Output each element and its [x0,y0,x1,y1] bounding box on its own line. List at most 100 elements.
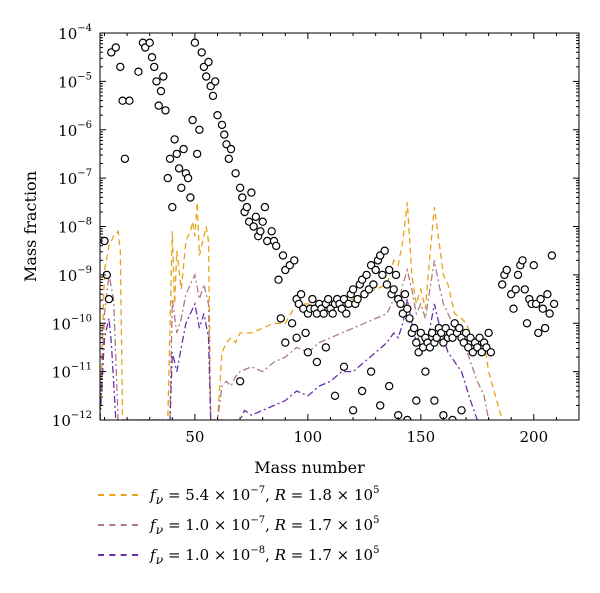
data-point [134,67,143,76]
data-point [235,377,245,386]
legend-entry-1: fν = 5.4 × 10−7, R = 1.8 × 105 [98,484,379,508]
data-point [389,285,398,294]
data-point [183,173,193,183]
data-point [509,304,518,313]
x-axis-label: Mass number [254,458,365,477]
series-line-3 [100,298,478,420]
data-point [118,96,127,105]
data-point [348,406,358,415]
data-point [249,222,258,231]
data-point [536,294,545,304]
data-point [213,110,222,120]
series-line-1 [100,202,503,420]
legend-swatch-1 [98,494,138,498]
data-point [545,309,554,318]
data-point [278,251,288,260]
legend-entry-2: fν = 1.0 × 10−7, R = 1.7 × 105 [98,514,379,538]
legend-label-1: fν = 5.4 × 10−7, R = 1.8 × 105 [150,485,380,507]
y-tick-label: 10−11 [52,362,92,382]
data-point [195,125,204,135]
data-point [152,77,161,86]
data-point [287,319,297,328]
data-point [301,328,310,338]
data-point [276,314,285,323]
data-point [210,77,220,86]
data-point [344,299,353,309]
data-point [376,401,385,410]
data-point [125,96,134,105]
observed-points [100,38,559,420]
x-tick-label: 200 [519,428,548,446]
data-point [534,328,543,338]
data-point [540,323,550,333]
data-point [281,338,290,347]
data-point [312,357,322,367]
data-point [170,135,179,144]
data-point [204,57,213,67]
data-point [518,256,527,265]
data-point [165,154,175,163]
x-tick-label: 100 [294,428,323,446]
data-point [256,227,265,236]
data-point [511,285,520,294]
data-point [258,217,267,226]
y-axis-label: Mass fraction [21,171,40,282]
data-point [154,101,163,110]
data-point [251,212,261,221]
data-point [159,72,168,81]
data-point [330,391,340,400]
data-point [430,396,439,405]
data-point [161,106,170,115]
data-point [457,406,466,415]
data-point [290,256,299,265]
data-point [172,149,181,159]
data-point [486,348,496,357]
data-point [328,309,337,318]
data-point [498,280,507,289]
mass-fraction-chart: 50 100 150 200 10−12 10−11 10−10 10−9 10−8 10−7 10… [21,23,580,477]
data-point [321,343,331,352]
data-point [168,202,177,212]
data-point [366,367,376,376]
data-point [208,91,218,101]
data-point [324,294,333,304]
y-tick-label: 10−5 [58,71,92,91]
data-point [145,38,154,47]
y-tick-label: 10−7 [58,168,92,188]
data-point [116,62,125,72]
legend-entry-3: fν = 1.0 × 10−8, R = 1.7 × 105 [98,544,379,568]
data-point [547,251,557,260]
data-point [385,265,394,275]
data-point [104,294,114,304]
data-point [242,202,252,212]
data-point [421,367,430,376]
data-point [342,309,351,318]
data-point [502,265,511,275]
data-point [391,270,401,280]
y-tick-label: 10−10 [52,313,92,333]
data-point [308,294,317,304]
data-point [272,241,281,251]
y-tick-label: 10−4 [58,23,92,43]
data-point [538,304,548,313]
data-point [156,86,166,96]
data-point [378,270,387,280]
data-point [220,130,229,139]
data-point [163,173,172,183]
data-point [382,280,392,289]
x-tick-label: 150 [407,428,436,446]
legend-label-3: fν = 1.0 × 10−8, R = 1.7 × 105 [150,545,380,567]
data-point [513,270,523,280]
data-point [192,149,202,159]
data-point [197,48,206,57]
legend-swatch-2 [98,524,138,528]
data-point [267,227,276,236]
data-point [353,294,362,304]
data-point [522,319,532,328]
data-point [543,290,552,299]
data-point [179,144,188,154]
legend-swatch-3 [98,554,138,558]
data-point [385,381,394,391]
data-point [400,290,410,299]
